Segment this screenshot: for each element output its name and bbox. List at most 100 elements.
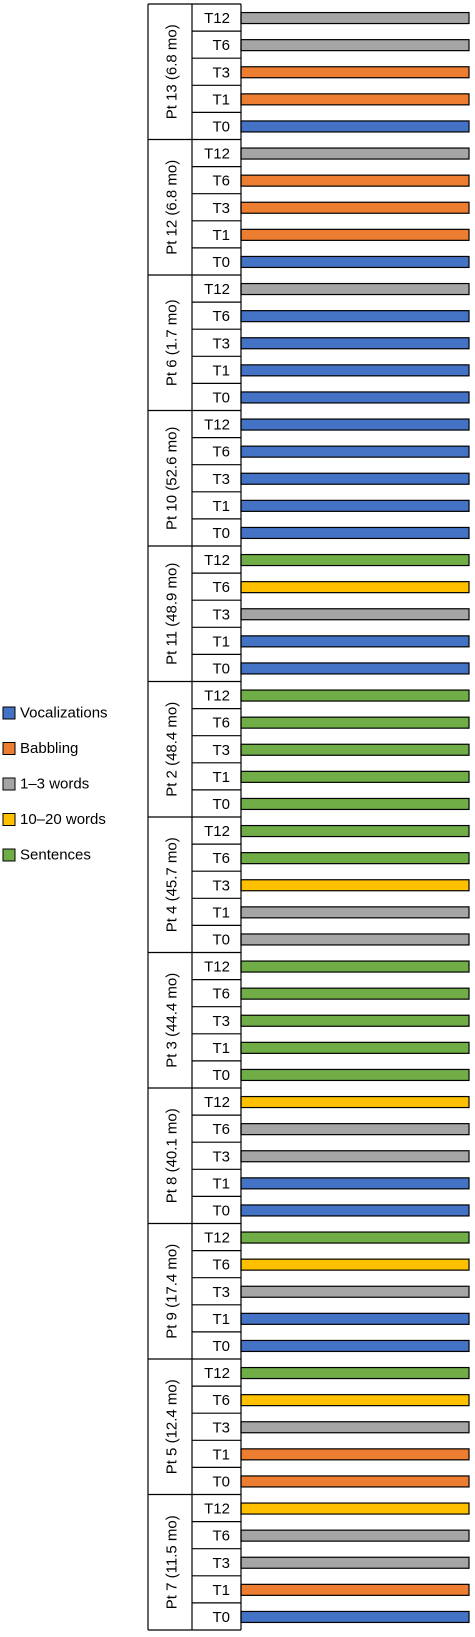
- group-label: Pt 4 (45.7 mo): [164, 837, 181, 932]
- group-label: Pt 7 (11.5 mo): [164, 1515, 181, 1609]
- bar: [240, 39, 470, 52]
- bar: [240, 689, 470, 702]
- bar: [240, 174, 470, 187]
- tick-label: T6: [212, 1257, 230, 1274]
- bar: [240, 1204, 470, 1217]
- tick-label: T6: [212, 1392, 230, 1409]
- tick-label: T12: [204, 1094, 230, 1111]
- bar: [240, 1068, 470, 1082]
- bar: [240, 1556, 470, 1569]
- group-label: Pt 3 (44.4 mo): [164, 973, 181, 1068]
- bar: [240, 1394, 470, 1407]
- tick-label: T3: [212, 335, 230, 352]
- tick-label: T3: [212, 200, 230, 217]
- group-label: Pt 9 (17.4 mo): [164, 1244, 181, 1339]
- bar: [240, 1231, 470, 1244]
- bar: [240, 1421, 470, 1434]
- tick-label: T1: [212, 1582, 230, 1599]
- bar: [240, 445, 470, 458]
- tick-label: T6: [212, 308, 230, 325]
- legend-swatch-babbling: [2, 742, 16, 755]
- tick-label: T12: [204, 10, 230, 27]
- group-label: Pt 2 (48.4 mo): [164, 702, 181, 797]
- legend-swatch-words_1_3: [2, 777, 16, 791]
- tick-label: T1: [212, 1311, 230, 1328]
- tick-label: T1: [212, 227, 230, 244]
- bar: [240, 1339, 470, 1353]
- tick-label: T3: [212, 1148, 230, 1165]
- legend-label-words_10_20: 10–20 words: [20, 811, 106, 828]
- tick-label: T1: [212, 904, 230, 921]
- bar: [240, 1041, 470, 1054]
- legend-label-words_1_3: 1–3 words: [20, 776, 89, 793]
- bar: [240, 93, 470, 106]
- tick-label: T0: [212, 1067, 230, 1084]
- bar: [240, 824, 470, 838]
- group-label: Pt 12 (6.8 mo): [164, 160, 181, 255]
- bar: [240, 716, 470, 729]
- bar: [240, 770, 470, 783]
- bar: [240, 852, 470, 865]
- tick-label: T0: [212, 796, 230, 813]
- bar: [240, 635, 470, 648]
- bar: [240, 1285, 470, 1298]
- bar: [240, 987, 470, 1000]
- tick-label: T12: [204, 1230, 230, 1247]
- tick-label: T1: [212, 91, 230, 108]
- legend-swatch-words_10_20: [2, 813, 16, 826]
- tick-label: T3: [212, 742, 230, 759]
- bar: [240, 960, 470, 973]
- bar: [240, 364, 470, 377]
- bar: [240, 1448, 470, 1461]
- bar: [240, 526, 470, 540]
- tick-label: T3: [212, 1013, 230, 1030]
- bar: [240, 1095, 470, 1109]
- bar: [240, 391, 470, 404]
- tick-label: T12: [204, 1501, 230, 1518]
- tick-label: T0: [212, 660, 230, 677]
- tick-label: T0: [212, 931, 230, 948]
- tick-label: T12: [204, 823, 230, 840]
- bar: [240, 472, 470, 485]
- tick-label: T1: [212, 1040, 230, 1057]
- bar: [240, 147, 470, 160]
- bar: [240, 310, 470, 323]
- tick-label: T12: [204, 146, 230, 163]
- tick-label: T3: [212, 64, 230, 81]
- tick-label: T3: [212, 1419, 230, 1436]
- bar: [240, 228, 470, 241]
- bar: [240, 1312, 470, 1325]
- bar: [240, 879, 470, 892]
- tick-label: T1: [212, 1175, 230, 1192]
- bar: [240, 66, 470, 79]
- bar: [240, 797, 470, 811]
- tick-label: T1: [212, 498, 230, 515]
- tick-label: T1: [212, 633, 230, 650]
- legend-label-vocalizations: Vocalizations: [20, 705, 108, 722]
- bar: [240, 499, 470, 512]
- tick-label: T6: [212, 1121, 230, 1138]
- tick-label: T3: [212, 1555, 230, 1572]
- bar: [240, 282, 470, 296]
- tick-label: T0: [212, 525, 230, 542]
- bar: [240, 1150, 470, 1163]
- legend-label-sentences: Sentences: [20, 847, 91, 864]
- tick-label: T0: [212, 1609, 230, 1626]
- bar: [240, 933, 470, 946]
- tick-label: T3: [212, 471, 230, 488]
- bar: [240, 418, 470, 431]
- bar: [240, 743, 470, 756]
- tick-label: T0: [212, 254, 230, 271]
- bar: [240, 1502, 470, 1515]
- tick-label: T6: [212, 715, 230, 732]
- tick-label: T1: [212, 362, 230, 379]
- tick-label: T3: [212, 1284, 230, 1301]
- group-label: Pt 11 (48.9 mo): [164, 563, 181, 665]
- tick-label: T12: [204, 688, 230, 705]
- bar: [240, 337, 470, 350]
- bar: [240, 1123, 470, 1136]
- tick-label: T3: [212, 877, 230, 894]
- bar: [240, 1258, 470, 1271]
- legend-swatch-sentences: [2, 848, 16, 862]
- bar: [240, 553, 470, 567]
